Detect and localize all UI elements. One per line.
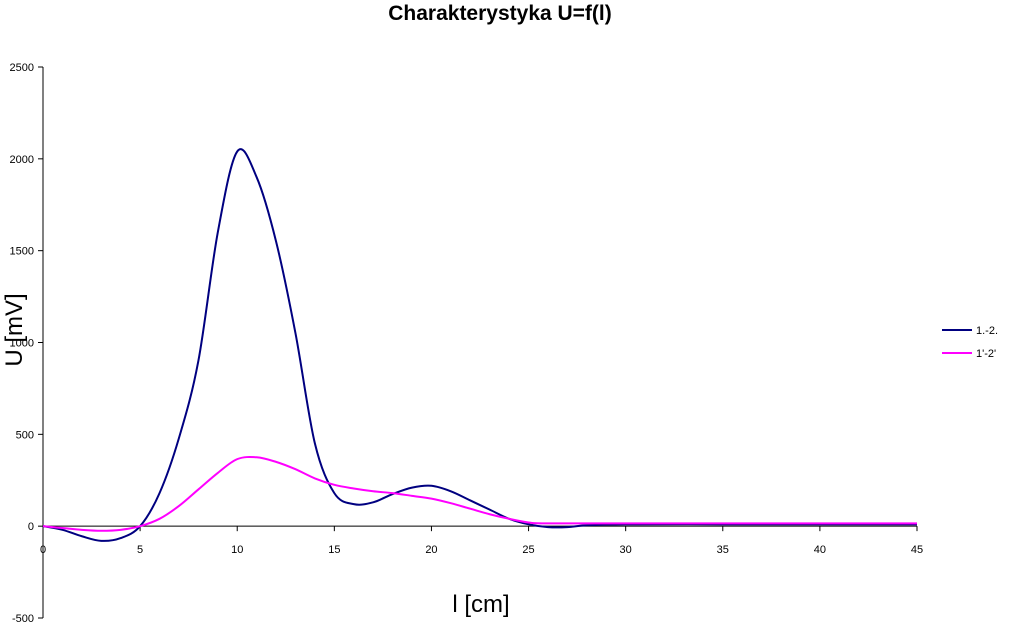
y-tick-label: 2500 — [10, 62, 34, 74]
x-tick-label: 5 — [137, 544, 143, 556]
y-axis-label: U [mV] — [1, 293, 28, 366]
y-tick-label: -500 — [12, 613, 34, 625]
x-tick-label: 45 — [911, 544, 923, 556]
series-line-1 — [42, 148, 917, 542]
x-tick-label: 30 — [620, 544, 632, 556]
x-axis-label: l [cm] — [452, 591, 509, 618]
y-tick-label: 2000 — [10, 154, 34, 166]
y-tick-label: 0 — [28, 521, 34, 533]
y-tick-label: 500 — [16, 429, 34, 441]
x-tick-label: 40 — [814, 544, 826, 556]
x-tick-label: 35 — [717, 544, 729, 556]
legend-label-1: 1.-2. — [976, 325, 998, 337]
axes: -500 0 500 1000 1500 2000 2500 0 5 10 15 20 25 30 35 40… — [10, 62, 924, 625]
legend: 1.-2. 1'-2' — [942, 325, 998, 360]
y-tick-label: 1000 — [10, 338, 34, 350]
x-tick-label: 20 — [425, 544, 437, 556]
y-tick-label: 1500 — [10, 246, 34, 258]
x-tick-label: 10 — [231, 544, 243, 556]
x-tick-label: 15 — [328, 544, 340, 556]
chart-title: Charakterystyka U=f(l) — [388, 2, 612, 25]
series-line-2 — [42, 455, 917, 532]
legend-label-2: 1'-2' — [976, 348, 996, 360]
x-tick-label: 0 — [40, 544, 46, 556]
plot-area — [42, 148, 917, 542]
x-tick-label: 25 — [522, 544, 534, 556]
